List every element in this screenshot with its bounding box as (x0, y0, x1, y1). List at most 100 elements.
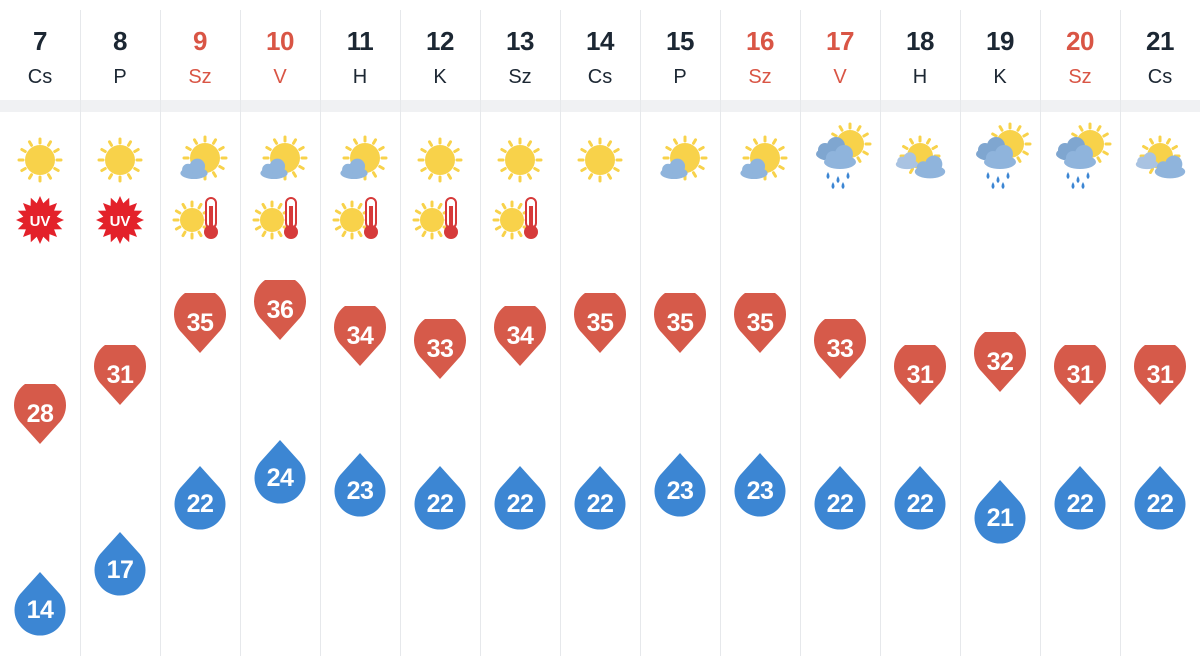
column-separator (480, 10, 481, 656)
date-number: 11 (346, 26, 374, 56)
min-temp-drop: 22 (160, 464, 240, 534)
rain-cloud-icon (1040, 120, 1120, 190)
day-column[interactable]: 18 H 31 22 (880, 10, 960, 656)
max-temp-pin: 35 (560, 293, 640, 363)
column-separator (880, 10, 881, 656)
min-temp-value: 22 (1066, 490, 1094, 519)
max-temp-pin: 33 (800, 319, 880, 389)
weekday-abbr: V (833, 66, 847, 88)
uv-label: UV (30, 213, 51, 230)
day-column[interactable]: 13 Sz 34 22 (480, 10, 560, 656)
min-temp-value: 23 (746, 477, 774, 506)
max-temp-pin: 31 (1040, 345, 1120, 415)
date-number: 20 (1066, 26, 1094, 56)
min-temp-drop: 22 (800, 464, 880, 534)
sun-icon (0, 120, 80, 190)
heat-warning-icon (240, 190, 320, 245)
max-temp-pin: 31 (880, 345, 960, 415)
column-separator (1040, 10, 1041, 656)
date-number: 15 (666, 26, 694, 56)
min-temp-value: 22 (1146, 490, 1174, 519)
day-column[interactable]: 15 P 35 23 (640, 10, 720, 656)
weekday-abbr: Sz (748, 66, 772, 88)
max-temp-value: 31 (906, 361, 934, 389)
column-separator (720, 10, 721, 656)
day-column[interactable]: 8 P UV 31 17 (80, 10, 160, 656)
max-temp-pin: 28 (0, 384, 80, 454)
day-column[interactable]: 10 V 36 24 (240, 10, 320, 656)
weekday-abbr: Sz (508, 66, 532, 88)
day-column[interactable]: 20 Sz 31 22 (1040, 10, 1120, 656)
min-temp-value: 23 (346, 477, 374, 506)
max-temp-value: 33 (826, 335, 854, 363)
date-number: 7 (33, 26, 47, 56)
day-column[interactable]: 16 Sz 35 23 (720, 10, 800, 656)
column-separator (1120, 10, 1121, 656)
cloudy-sun-icon (880, 120, 960, 190)
max-temp-value: 36 (266, 296, 294, 324)
column-separator (400, 10, 401, 656)
uv-warning-icon: UV (0, 190, 80, 245)
day-column[interactable]: 7 Cs UV 28 14 (0, 10, 80, 656)
min-temp-value: 22 (506, 490, 534, 519)
sun-icon (80, 120, 160, 190)
column-separator (960, 10, 961, 656)
weekday-abbr: Sz (188, 66, 212, 88)
weekday-abbr: H (352, 66, 368, 88)
weekday-abbr: V (273, 66, 287, 88)
column-separator (800, 10, 801, 656)
max-temp-value: 34 (346, 322, 374, 350)
heat-warning-icon (320, 190, 400, 245)
min-temp-drop: 22 (880, 464, 960, 534)
min-temp-value: 14 (26, 596, 54, 624)
min-temp-drop: 22 (400, 464, 480, 534)
sun-icon (400, 120, 480, 190)
max-temp-value: 35 (186, 309, 214, 337)
max-temp-pin: 35 (640, 293, 720, 363)
min-temp-drop: 21 (960, 478, 1040, 548)
partly-cloudy-icon (720, 120, 800, 190)
sun-icon (560, 120, 640, 190)
weekday-abbr: Sz (1068, 66, 1092, 88)
day-column[interactable]: 9 Sz 35 22 (160, 10, 240, 656)
date-number: 9 (193, 26, 207, 56)
heat-warning-icon (400, 190, 480, 245)
date-number: 18 (906, 26, 934, 56)
max-temp-value: 31 (1146, 361, 1174, 389)
max-temp-value: 28 (26, 400, 54, 428)
day-column[interactable]: 12 K 33 22 (400, 10, 480, 656)
min-temp-drop: 24 (240, 438, 320, 508)
day-column[interactable]: 21 Cs 31 22 (1120, 10, 1200, 656)
uv-warning-icon: UV (80, 190, 160, 245)
partly-cloudy-icon (320, 120, 400, 190)
partly-cloudy-icon (240, 120, 320, 190)
uv-label: UV (110, 213, 131, 230)
weekday-abbr: Cs (587, 66, 613, 88)
day-column[interactable]: 17 V 33 22 (800, 10, 880, 656)
date-number: 16 (746, 26, 774, 56)
min-temp-drop: 23 (640, 451, 720, 521)
min-temp-value: 22 (826, 490, 854, 519)
day-column[interactable]: 14 Cs 35 22 (560, 10, 640, 656)
date-number: 14 (586, 26, 614, 56)
weekday-abbr: K (433, 66, 447, 88)
max-temp-value: 31 (106, 361, 134, 389)
max-temp-value: 35 (746, 309, 774, 337)
max-temp-pin: 36 (240, 280, 320, 350)
column-separator (240, 10, 241, 656)
date-number: 21 (1146, 26, 1174, 56)
min-temp-drop: 22 (560, 464, 640, 534)
cloudy-sun-icon (1120, 120, 1200, 190)
max-temp-value: 34 (506, 322, 534, 350)
max-temp-pin: 34 (320, 306, 400, 376)
column-separator (320, 10, 321, 656)
day-column[interactable]: 19 K 32 21 (960, 10, 1040, 656)
forecast-grid: 7 Cs UV 28 14 8 P UV 31 17 9 Sz 35 22 10 V 36 24 11 H 34 23 12… (0, 10, 1200, 656)
day-column[interactable]: 11 H 34 23 (320, 10, 400, 656)
max-temp-value: 31 (1066, 361, 1094, 389)
max-temp-value: 35 (586, 309, 614, 337)
min-temp-value: 17 (106, 556, 134, 585)
heat-warning-icon (480, 190, 560, 245)
column-separator (80, 10, 81, 656)
partly-cloudy-icon (160, 120, 240, 190)
